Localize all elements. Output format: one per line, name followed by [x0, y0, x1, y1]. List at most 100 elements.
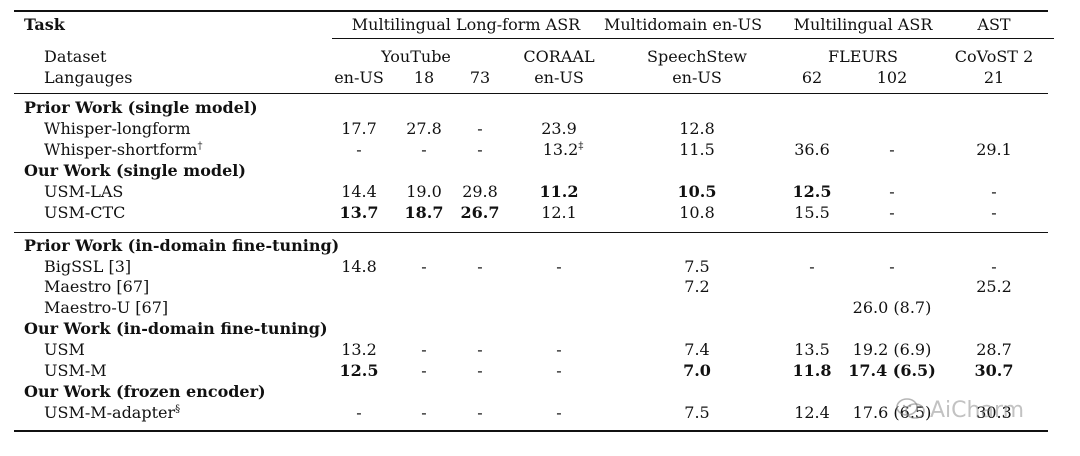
cell: - — [889, 140, 895, 159]
cell: - — [556, 340, 562, 359]
bottom-rule — [14, 430, 1048, 432]
dataset-youtube: YouTube — [381, 47, 451, 66]
cell: 23.9 — [541, 119, 577, 138]
cell-best: 10.5 — [677, 182, 717, 201]
top-rule — [14, 10, 1048, 12]
cell: 19.2 (6.9) — [852, 340, 932, 359]
cell: 13.5 — [794, 340, 830, 359]
row-label: USM-LAS — [44, 182, 124, 201]
cell: 19.0 — [406, 182, 442, 201]
section-header: Our Work (frozen encoder) — [14, 382, 1048, 402]
cell: 15.5 — [794, 203, 830, 222]
group-multilingual-asr: Multilingual ASR — [793, 15, 933, 34]
lang-cell: 102 — [876, 68, 908, 87]
footnote-mark: § — [175, 404, 181, 415]
row-label: USM-CTC — [44, 203, 126, 222]
row-label: Maestro [67] — [44, 277, 150, 296]
table-row: USM-M 12.5 - - - 7.0 11.8 17.4 (6.5) 30.… — [14, 361, 1048, 381]
footnote-mark: ‡ — [578, 141, 584, 152]
table-row: USM-M-adapter§ - - - - 7.5 12.4 17.6 (6.… — [14, 403, 1048, 423]
table-row: BigSSL [3] 14.8 - - - 7.5 - - - — [14, 257, 1048, 277]
cell: 12.4 — [794, 403, 830, 422]
cell: 29.1 — [976, 140, 1012, 159]
cell: - — [889, 257, 895, 276]
cell: - — [889, 182, 895, 201]
header-rule — [14, 93, 1048, 94]
wechat-logo-icon — [896, 398, 926, 420]
cell-best: 7.0 — [683, 361, 711, 380]
cell: - — [991, 257, 997, 276]
section-title: Prior Work (single model) — [24, 98, 258, 117]
cell-best: 26.7 — [460, 203, 500, 222]
cell: - — [556, 257, 562, 276]
cell-best: 12.5 — [792, 182, 832, 201]
lang-cell: en-US — [534, 68, 584, 87]
dataset-fleurs: FLEURS — [828, 47, 898, 66]
languages-label: Langauges — [44, 68, 133, 87]
cell: 12.1 — [541, 203, 577, 222]
section-title: Our Work (in-domain fine-tuning) — [24, 319, 328, 338]
row-label-text: Whisper-shortform — [44, 140, 198, 159]
dataset-speechstew: SpeechStew — [647, 47, 747, 66]
section-title: Prior Work (in-domain fine-tuning) — [24, 236, 340, 255]
dataset-covost: CoVoST 2 — [954, 47, 1034, 66]
cell: - — [809, 257, 815, 276]
table-row: Maestro [67] 7.2 25.2 — [14, 277, 1048, 297]
cell: 14.4 — [341, 182, 377, 201]
cell: - — [991, 182, 997, 201]
row-label: USM-M-adapter§ — [44, 403, 180, 423]
row-label: USM — [44, 340, 85, 359]
section-title: Our Work (single model) — [24, 161, 246, 180]
cell: 17.7 — [341, 119, 377, 138]
row-label-text: USM-M-adapter — [44, 403, 176, 422]
cell: - — [889, 203, 895, 222]
table-row: Maestro-U [67] 26.0 (8.7) — [14, 298, 1048, 318]
cell: - — [477, 140, 483, 159]
lang-cell: en-US — [334, 68, 384, 87]
cell: - — [477, 403, 483, 422]
watermark-text: AiCharm — [930, 398, 1025, 423]
lang-cell: en-US — [672, 68, 722, 87]
lang-cell: 18 — [413, 68, 435, 87]
cell: - — [356, 403, 362, 422]
section-header: Prior Work (in-domain fine-tuning) — [14, 236, 1048, 256]
cell-best: 30.7 — [974, 361, 1014, 380]
section-header: Prior Work (single model) — [14, 98, 1048, 118]
lang-cell: 62 — [801, 68, 823, 87]
cell-best: 13.7 — [339, 203, 379, 222]
cell: 13.2‡ — [543, 140, 584, 160]
mid-rule — [14, 232, 1048, 233]
cell: - — [477, 361, 483, 380]
dataset-label: Dataset — [44, 47, 107, 66]
cell: 30.3 — [976, 403, 1012, 422]
group-long-form-asr: Multilingual Long-form ASR — [351, 15, 581, 34]
cell: 26.0 (8.7) — [852, 298, 932, 317]
cell: - — [421, 403, 427, 422]
cell-best: 11.2 — [539, 182, 579, 201]
cell: 7.5 — [684, 403, 710, 422]
dataset-row: Dataset YouTube CORAAL SpeechStew FLEURS… — [14, 47, 1048, 67]
cell: 13.2 — [341, 340, 377, 359]
cell: 28.7 — [976, 340, 1012, 359]
cell: - — [421, 140, 427, 159]
cell: - — [477, 119, 483, 138]
cell-best: 18.7 — [404, 203, 444, 222]
cell: 7.5 — [684, 257, 710, 276]
cell: 29.8 — [462, 182, 498, 201]
row-label: Whisper-shortform† — [44, 140, 202, 160]
lang-cell: 73 — [469, 68, 491, 87]
section-header: Our Work (in-domain fine-tuning) — [14, 319, 1048, 339]
row-label: BigSSL [3] — [44, 257, 132, 276]
cell: - — [556, 361, 562, 380]
cell: 11.5 — [679, 140, 715, 159]
cell: 12.8 — [679, 119, 715, 138]
cell: - — [991, 203, 997, 222]
cell: 25.2 — [976, 277, 1012, 296]
cell: 36.6 — [794, 140, 830, 159]
row-label: Maestro-U [67] — [44, 298, 169, 317]
section-title: Our Work (frozen encoder) — [24, 382, 266, 401]
table-row: USM 13.2 - - - 7.4 13.5 19.2 (6.9) 28.7 — [14, 340, 1048, 360]
cell-best: 17.4 (6.5) — [848, 361, 936, 380]
cell: 27.8 — [406, 119, 442, 138]
table-row: Whisper-longform 17.7 27.8 - 23.9 12.8 — [14, 119, 1048, 139]
